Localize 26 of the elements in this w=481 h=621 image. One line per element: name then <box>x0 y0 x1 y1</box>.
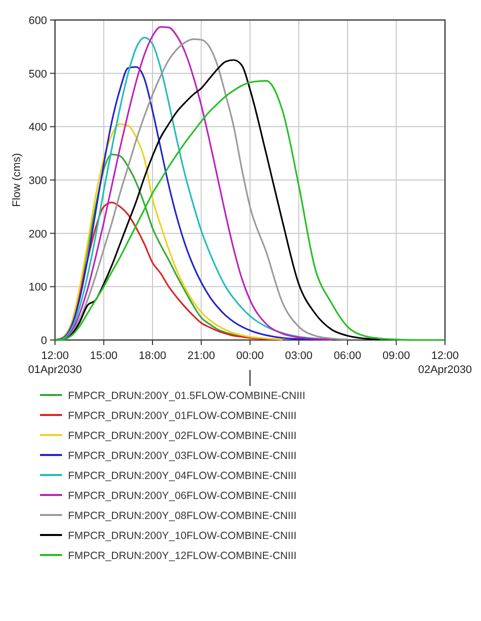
legend-label: FMPCR_DRUN:200Y_03FLOW-COMBINE-CNIII <box>68 450 297 462</box>
y-tick-label: 600 <box>28 15 47 27</box>
legend-label: FMPCR_DRUN:200Y_06FLOW-COMBINE-CNIII <box>68 490 297 502</box>
legend-label: FMPCR_DRUN:200Y_08FLOW-COMBINE-CNIII <box>68 510 297 522</box>
x-tick-label: 00:00 <box>236 350 264 362</box>
x-tick-label: 06:00 <box>334 350 362 362</box>
legend-label: FMPCR_DRUN:200Y_01.5FLOW-COMBINE-CNIII <box>68 390 306 402</box>
legend-label: FMPCR_DRUN:200Y_12FLOW-COMBINE-CNIII <box>68 550 297 562</box>
x-tick-label: 12:00 01Apr2030 <box>28 350 82 376</box>
x-tick-label: 03:00 <box>284 350 313 362</box>
y-tick-label: 300 <box>28 175 47 187</box>
y-tick-label: 500 <box>28 68 47 80</box>
x-tick-label: 18:00 <box>138 350 166 362</box>
legend-label: FMPCR_DRUN:200Y_04FLOW-COMBINE-CNIII <box>68 470 297 482</box>
legend-label: FMPCR_DRUN:200Y_02FLOW-COMBINE-CNIII <box>68 430 297 442</box>
y-tick-label: 100 <box>28 282 47 294</box>
x-tick-label: 15:00 <box>90 350 118 362</box>
legend-label: FMPCR_DRUN:200Y_01FLOW-COMBINE-CNIII <box>68 410 297 422</box>
x-tick-label: 21:00 <box>187 350 216 362</box>
y-tick-label: 200 <box>28 228 47 240</box>
x-tick-label: 12:00 02Apr2030 <box>418 350 472 376</box>
legend-label: FMPCR_DRUN:200Y_10FLOW-COMBINE-CNIII <box>68 530 297 542</box>
y-tick-label: 0 <box>40 335 47 347</box>
y-axis-title: Flow (cms) <box>11 153 23 207</box>
x-tick-label: 09:00 <box>382 350 410 362</box>
y-tick-label: 400 <box>28 122 47 134</box>
